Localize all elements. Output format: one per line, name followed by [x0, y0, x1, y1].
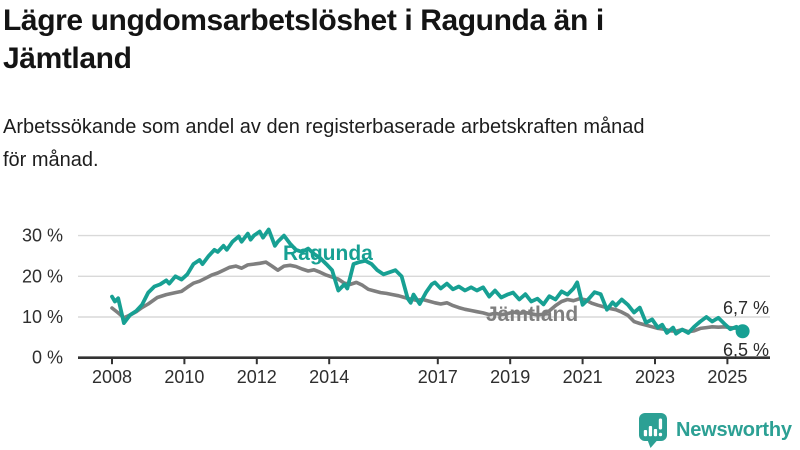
newsworthy-logo-icon	[639, 412, 667, 448]
gridlines	[78, 234, 770, 318]
x-axis	[78, 356, 770, 365]
ragunda-end-point-dot	[735, 324, 750, 339]
y-tick-label-30: 30 %	[22, 226, 63, 246]
chart-subtitle: Arbetssökande som andel av den registerb…	[3, 111, 783, 177]
page-title-line1: Lägre ungdomsarbetslöshet i Ragunda än i	[3, 4, 604, 37]
x-tick-label-2017: 2017	[418, 367, 458, 387]
y-axis-labels: 0 % 10 % 20 % 30 %	[22, 226, 63, 368]
x-tick-label-2014: 2014	[309, 367, 349, 387]
x-tick-label-2025: 2025	[707, 367, 747, 387]
newsworthy-logo: Newsworthy	[638, 411, 792, 449]
page-title-line2: Jämtland	[3, 42, 132, 75]
ragunda-series-label: Ragunda	[283, 242, 373, 265]
chart-subtitle-line2: för månad.	[3, 149, 99, 171]
x-tick-label-2012: 2012	[237, 367, 277, 387]
x-tick-label-2023: 2023	[635, 367, 675, 387]
x-tick-label-2010: 2010	[164, 367, 204, 387]
jamtland-series-line	[110, 260, 745, 334]
y-tick-label-20: 20 %	[22, 266, 63, 286]
x-tick-label-2008: 2008	[92, 367, 132, 387]
chart-subtitle-line1: Arbetssökande som andel av den registerb…	[3, 116, 645, 138]
newsworthy-logo-text: Newsworthy	[676, 418, 792, 441]
unemployment-line-chart: 0 % 10 % 20 % 30 % 2008 2010 2012 2014 2017 2019…	[0, 210, 800, 405]
x-tick-label-2019: 2019	[490, 367, 530, 387]
line-chart-canvas: 0 % 10 % 20 % 30 % 2008 2010 2012 2014 2017 2019…	[22, 226, 770, 387]
ragunda-end-value-label: 6,5 %	[723, 340, 769, 360]
x-axis-labels: 2008 2010 2012 2014 2017 2019 2021 2023 2025	[92, 367, 747, 387]
page-title: Lägre ungdomsarbetslöshet i Ragunda än i…	[3, 2, 773, 78]
y-tick-label-0: 0 %	[32, 348, 63, 368]
jamtland-end-value-label: 6,7 %	[723, 298, 769, 318]
y-tick-label-10: 10 %	[22, 307, 63, 327]
x-tick-label-2021: 2021	[563, 367, 603, 387]
ragunda-series-line	[110, 227, 745, 336]
jamtland-series-label: Jämtland	[486, 303, 578, 326]
